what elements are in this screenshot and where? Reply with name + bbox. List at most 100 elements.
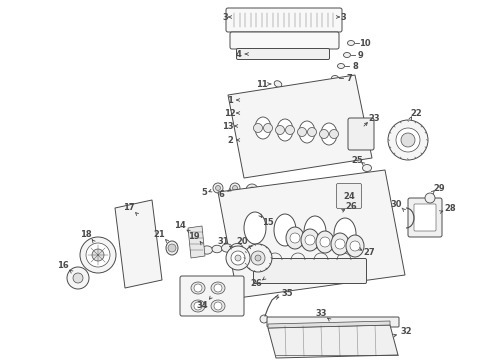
Ellipse shape (244, 212, 266, 244)
Circle shape (350, 241, 360, 251)
Circle shape (214, 302, 222, 310)
Text: 4: 4 (235, 50, 241, 59)
Circle shape (254, 202, 266, 214)
Ellipse shape (286, 227, 304, 249)
FancyBboxPatch shape (180, 276, 244, 316)
Polygon shape (218, 170, 405, 298)
Ellipse shape (191, 248, 203, 257)
Circle shape (168, 244, 176, 252)
Circle shape (226, 246, 250, 270)
Circle shape (244, 244, 272, 272)
Ellipse shape (274, 81, 282, 87)
Ellipse shape (343, 53, 350, 58)
Text: 26: 26 (345, 202, 357, 211)
Text: 5: 5 (201, 188, 207, 197)
Circle shape (335, 239, 345, 249)
Circle shape (290, 233, 300, 243)
Circle shape (235, 255, 241, 261)
Polygon shape (188, 226, 205, 258)
Circle shape (214, 284, 222, 292)
Text: 1: 1 (227, 95, 233, 104)
Circle shape (67, 267, 89, 289)
Text: 3: 3 (222, 13, 228, 22)
Text: 35: 35 (281, 289, 293, 298)
Text: 24: 24 (343, 192, 355, 201)
FancyBboxPatch shape (414, 204, 436, 231)
Text: 9: 9 (358, 50, 364, 59)
Text: 2: 2 (227, 135, 233, 144)
Text: 34: 34 (196, 301, 208, 310)
Text: 25: 25 (351, 156, 363, 165)
Circle shape (308, 127, 317, 136)
Circle shape (305, 235, 315, 245)
Circle shape (194, 284, 202, 292)
Circle shape (264, 123, 272, 132)
Ellipse shape (166, 241, 178, 255)
Circle shape (396, 128, 420, 152)
Ellipse shape (332, 76, 339, 81)
Circle shape (249, 187, 255, 193)
Ellipse shape (334, 218, 356, 250)
Text: 26: 26 (250, 279, 262, 288)
Text: 21: 21 (153, 230, 165, 239)
Circle shape (257, 205, 263, 211)
Text: 20: 20 (236, 237, 248, 246)
FancyBboxPatch shape (253, 258, 367, 284)
Circle shape (401, 133, 415, 147)
Ellipse shape (347, 41, 354, 45)
FancyBboxPatch shape (337, 184, 362, 208)
Ellipse shape (277, 119, 293, 141)
Ellipse shape (201, 246, 213, 254)
Ellipse shape (299, 121, 315, 143)
Text: 29: 29 (433, 184, 445, 193)
Ellipse shape (338, 63, 344, 68)
Ellipse shape (255, 117, 271, 139)
Text: 31: 31 (217, 237, 229, 246)
Circle shape (260, 315, 268, 323)
Ellipse shape (363, 165, 371, 171)
Text: 3: 3 (340, 13, 346, 22)
Circle shape (246, 184, 258, 196)
Ellipse shape (191, 282, 205, 294)
Text: 13: 13 (222, 122, 234, 131)
Ellipse shape (191, 300, 205, 312)
Text: 30: 30 (390, 199, 402, 208)
FancyBboxPatch shape (267, 317, 399, 327)
Ellipse shape (321, 123, 337, 145)
Text: 32: 32 (400, 328, 412, 337)
Text: 27: 27 (363, 248, 375, 257)
Text: 14: 14 (174, 220, 186, 230)
Circle shape (388, 120, 428, 160)
Ellipse shape (231, 243, 243, 252)
Polygon shape (268, 325, 398, 358)
Circle shape (86, 243, 110, 267)
Text: 11: 11 (256, 80, 268, 89)
Circle shape (320, 237, 330, 247)
Circle shape (232, 185, 238, 190)
Text: 15: 15 (262, 217, 274, 226)
Ellipse shape (331, 233, 349, 255)
FancyBboxPatch shape (230, 32, 339, 49)
Text: 33: 33 (315, 309, 327, 318)
Text: 17: 17 (123, 202, 135, 212)
Text: 6: 6 (218, 189, 224, 198)
Circle shape (253, 123, 263, 132)
Text: 23: 23 (368, 113, 380, 122)
Ellipse shape (346, 235, 364, 257)
Polygon shape (228, 75, 372, 178)
Text: 19: 19 (188, 231, 200, 240)
Circle shape (286, 126, 294, 135)
Ellipse shape (304, 216, 326, 248)
Text: 8: 8 (352, 62, 358, 71)
Text: 16: 16 (57, 261, 69, 270)
Ellipse shape (211, 300, 225, 312)
Circle shape (230, 183, 240, 193)
Ellipse shape (211, 282, 225, 294)
FancyBboxPatch shape (237, 49, 329, 59)
Text: 18: 18 (80, 230, 92, 239)
Ellipse shape (221, 244, 232, 252)
Text: 10: 10 (359, 39, 371, 48)
Text: 12: 12 (224, 108, 236, 117)
Ellipse shape (212, 245, 222, 253)
Circle shape (275, 126, 285, 135)
